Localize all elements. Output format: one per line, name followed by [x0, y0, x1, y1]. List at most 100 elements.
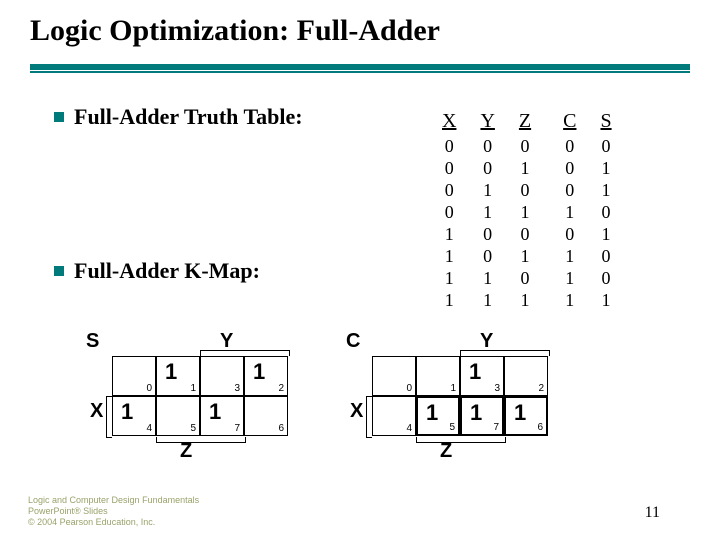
cell-index: 3 — [494, 383, 500, 394]
x-brace — [366, 396, 372, 438]
kmap-z-label: Z — [180, 440, 192, 463]
truth-cell: 0 — [543, 135, 588, 157]
table-row: 10001 — [430, 223, 624, 245]
truth-table: XYZCS 0000000101010010111010001101101101… — [430, 110, 624, 311]
truth-cell: 0 — [543, 157, 588, 179]
truth-cell: 0 — [468, 223, 506, 245]
cell-index: 7 — [493, 422, 499, 433]
cell-index: 3 — [234, 383, 240, 394]
truth-cell: 0 — [430, 135, 468, 157]
cell-value: 1 — [426, 400, 438, 426]
truth-cell: 0 — [507, 135, 543, 157]
y-brace — [460, 350, 550, 356]
bullet-truth-table: Full-Adder Truth Table: — [54, 104, 303, 130]
cell-index: 6 — [278, 423, 284, 434]
cell-value: 1 — [165, 359, 177, 385]
kmap-cell: 51 — [416, 396, 460, 436]
truth-cell: 0 — [468, 157, 506, 179]
bullet-square-icon — [54, 112, 64, 122]
truth-cell: 1 — [468, 179, 506, 201]
kmap-cell: 41 — [112, 396, 156, 436]
cell-index: 1 — [450, 383, 456, 394]
cell-index: 4 — [406, 423, 412, 434]
truth-cell: 1 — [468, 267, 506, 289]
rule-thin — [30, 71, 690, 73]
truth-header: Z — [507, 110, 543, 135]
kmap-title: S — [86, 330, 99, 353]
table-row: 11010 — [430, 267, 624, 289]
cell-index: 1 — [190, 383, 196, 394]
cell-index: 7 — [234, 423, 240, 434]
truth-cell: 0 — [588, 267, 623, 289]
bullet-text: Full-Adder K-Map: — [74, 258, 260, 283]
x-brace — [106, 396, 112, 438]
truth-header: Y — [468, 110, 506, 135]
cell-index: 2 — [278, 383, 284, 394]
truth-cell: 1 — [468, 201, 506, 223]
kmap-cell: 11 — [156, 356, 200, 396]
y-brace — [200, 350, 290, 356]
bullet-text: Full-Adder Truth Table: — [74, 104, 303, 129]
cell-value: 1 — [209, 399, 221, 425]
table-row: 01001 — [430, 179, 624, 201]
truth-cell: 0 — [430, 201, 468, 223]
truth-cell: 1 — [588, 289, 623, 311]
truth-header: X — [430, 110, 468, 135]
cell-index: 5 — [190, 423, 196, 434]
kmap-title: C — [346, 330, 360, 353]
truth-cell: 0 — [468, 245, 506, 267]
truth-cell: 1 — [430, 223, 468, 245]
truth-header: C — [543, 110, 588, 135]
cell-value: 1 — [469, 359, 481, 385]
truth-cell: 1 — [507, 245, 543, 267]
truth-cell: 0 — [507, 179, 543, 201]
truth-cell: 0 — [543, 223, 588, 245]
footer-line: © 2004 Pearson Education, Inc. — [28, 517, 199, 528]
truth-cell: 1 — [507, 201, 543, 223]
kmap-cell: 5 — [156, 396, 200, 436]
kmap-cell: 0 — [372, 356, 416, 396]
truth-header: S — [588, 110, 623, 135]
truth-cell: 1 — [430, 289, 468, 311]
table-row: 00101 — [430, 157, 624, 179]
truth-cell: 1 — [507, 289, 543, 311]
cell-index: 6 — [537, 422, 543, 433]
kmap-cell: 1 — [416, 356, 460, 396]
truth-cell: 0 — [588, 135, 623, 157]
bullet-kmap: Full-Adder K-Map: — [54, 258, 260, 284]
footer-line: PowerPoint® Slides — [28, 506, 199, 517]
truth-cell: 0 — [588, 201, 623, 223]
kmap-cell: 31 — [460, 356, 504, 396]
rule-thick — [30, 64, 690, 70]
kmap-x-label: X — [90, 400, 103, 423]
cell-index: 5 — [449, 422, 455, 433]
cell-index: 4 — [146, 423, 152, 434]
page-number: 11 — [645, 504, 660, 522]
slide-title: Logic Optimization: Full-Adder — [30, 14, 440, 48]
table-row: 00000 — [430, 135, 624, 157]
truth-cell: 0 — [588, 245, 623, 267]
kmap-cell: 21 — [244, 356, 288, 396]
kmap-cell: 4 — [372, 396, 416, 436]
bullet-square-icon — [54, 266, 64, 276]
z-brace — [416, 437, 506, 443]
copyright-footer: Logic and Computer Design Fundamentals P… — [28, 495, 199, 528]
truth-cell: 0 — [430, 179, 468, 201]
cell-value: 1 — [470, 400, 482, 426]
cell-index: 0 — [406, 383, 412, 394]
cell-index: 0 — [146, 383, 152, 394]
truth-cell: 1 — [588, 223, 623, 245]
truth-cell: 0 — [468, 135, 506, 157]
truth-cell: 1 — [543, 267, 588, 289]
kmap-cell: 71 — [200, 396, 244, 436]
kmap-cell: 61 — [504, 396, 548, 436]
table-row: 11111 — [430, 289, 624, 311]
truth-cell: 0 — [543, 179, 588, 201]
footer-line: Logic and Computer Design Fundamentals — [28, 495, 199, 506]
truth-cell: 1 — [430, 267, 468, 289]
cell-value: 1 — [121, 399, 133, 425]
cell-value: 1 — [514, 400, 526, 426]
cell-index: 2 — [538, 383, 544, 394]
truth-cell: 1 — [588, 179, 623, 201]
truth-cell: 1 — [543, 289, 588, 311]
